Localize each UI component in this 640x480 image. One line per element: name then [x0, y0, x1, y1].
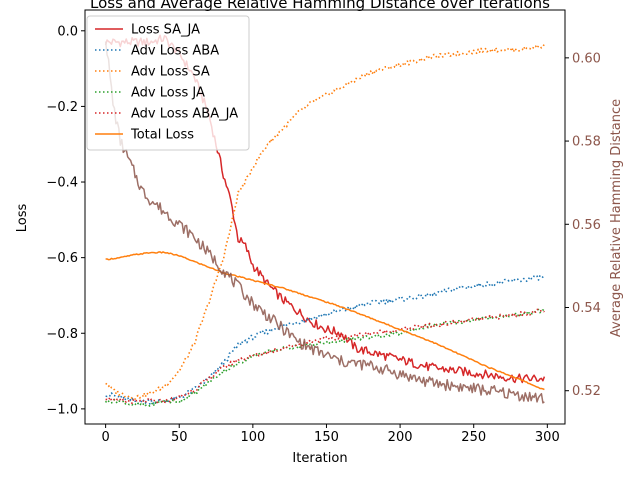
y-tick-label: −0.8 [46, 327, 78, 342]
legend-label: Adv Loss ABA [131, 44, 219, 59]
y-right-tick-label: 0.56 [572, 218, 601, 233]
y-tick-label: −0.2 [46, 100, 78, 115]
x-tick-label: 250 [461, 430, 486, 445]
plot-area: 0 50 100 150 200 250 300 0.0 −0.2 −0.4 −0.6 −0.8 −1.… [46, 9, 601, 445]
series-line-3 [105, 43, 546, 401]
x-tick-label: 100 [240, 430, 265, 445]
y-right-tick-label: 0.52 [572, 384, 601, 399]
x-tick-label: 0 [101, 430, 109, 445]
x-tick-label: 150 [314, 430, 339, 445]
y-right-tick-label: 0.54 [572, 301, 601, 316]
y-axis-label: Loss [15, 204, 30, 233]
chart-title: Loss and Average Relative Hamming Distan… [90, 0, 550, 12]
y-tick-label: −0.4 [46, 176, 78, 191]
x-tick-label: 200 [388, 430, 413, 445]
legend: Loss SA_JA Adv Loss ABA Adv Loss SA Adv Los… [86, 15, 250, 151]
y-right-axis-label: Average Relative Hamming Distance [609, 99, 624, 337]
series-line-4 [104, 308, 545, 407]
y-right-tick-label: 0.60 [572, 51, 601, 66]
series-line-7 [104, 41, 545, 404]
series-line-5 [105, 308, 545, 405]
y-tick-label: 0.0 [57, 24, 78, 39]
legend-label: Loss SA_JA [131, 23, 200, 38]
plot-frame [84, 9, 566, 425]
x-tick-label: 50 [171, 430, 188, 445]
legend-label: Total Loss [130, 128, 194, 143]
y-tick-label: −0.6 [46, 251, 78, 266]
legend-box [86, 15, 250, 151]
series-line-2 [105, 274, 545, 405]
y-right-tick-label: 0.58 [572, 135, 601, 150]
legend-label: Adv Loss SA [131, 65, 210, 80]
x-axis-label: Iteration [292, 451, 347, 466]
y-tick-label: −1.0 [46, 402, 78, 417]
series-line-6 [105, 251, 545, 391]
legend-label: Adv Loss ABA_JA [131, 107, 238, 122]
legend-label: Adv Loss JA [131, 86, 205, 101]
x-tick-label: 300 [535, 430, 560, 445]
